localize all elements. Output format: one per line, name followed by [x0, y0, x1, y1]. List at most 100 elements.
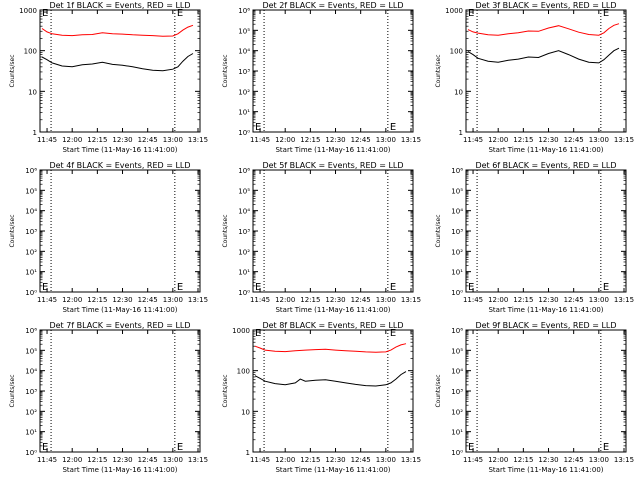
y-tick-label: 10⁴ — [451, 208, 463, 216]
x-tick-label: 12:00 — [488, 296, 508, 304]
plot-frame — [465, 169, 627, 293]
x-tick-label: 11:45 — [37, 136, 57, 144]
x-tick-label: 13:00 — [163, 136, 183, 144]
y-tick-label: 10⁶ — [25, 327, 37, 335]
y-tick-label: 10 — [28, 88, 37, 96]
x-tick-label: 13:00 — [376, 296, 396, 304]
x-tick-label: 12:15 — [513, 296, 533, 304]
panel-title: Det 6f BLACK = Events, RED = LLD — [475, 161, 616, 170]
y-tick-label: 10² — [451, 408, 463, 416]
y-tick-label: 10¹ — [25, 429, 37, 437]
y-tick-label: 1000 — [232, 327, 250, 335]
y-axis-label: Counts/sec — [9, 374, 16, 407]
x-tick-label: 12:45 — [564, 296, 584, 304]
y-tick-label: 10³ — [25, 228, 37, 236]
event-marker-label: E — [390, 122, 396, 133]
x-tick-label: 12:30 — [325, 296, 345, 304]
y-axis-label: Counts/sec — [9, 214, 16, 247]
plot-frame — [39, 9, 201, 133]
y-tick-label: 10³ — [451, 228, 463, 236]
x-tick-label: 12:00 — [275, 456, 295, 464]
y-tick-label: 1000 — [445, 7, 463, 15]
panel-title: Det 8f BLACK = Events, RED = LLD — [262, 321, 403, 330]
x-tick-label: 12:45 — [351, 456, 371, 464]
panel-title: Det 9f BLACK = Events, RED = LLD — [475, 321, 616, 330]
x-tick-label: 12:30 — [325, 456, 345, 464]
detector-panel-8: Det 8f BLACK = Events, RED = LLD Counts/s… — [222, 321, 421, 474]
y-tick-label: 10 — [241, 408, 250, 416]
x-tick-label: 12:30 — [538, 456, 558, 464]
event-marker-label: E — [603, 442, 609, 453]
plot-frame — [39, 169, 201, 293]
event-marker-label: E — [177, 442, 183, 453]
y-tick-label: 10⁶ — [451, 327, 463, 335]
y-tick-label: 10⁵ — [451, 347, 463, 355]
x-tick-label: 13:00 — [589, 136, 609, 144]
y-tick-label: 10² — [451, 248, 463, 256]
x-tick-label: 12:30 — [538, 296, 558, 304]
detector-panel-4: Det 4f BLACK = Events, RED = LLD Counts/s… — [9, 161, 208, 314]
event-marker-label: E — [390, 282, 396, 293]
x-tick-label: 12:30 — [112, 296, 132, 304]
y-axis-label: Counts/sec — [435, 214, 442, 247]
plot-frame — [465, 9, 627, 133]
x-tick-label: 13:15 — [614, 296, 634, 304]
plot-frame — [465, 329, 627, 453]
y-tick-label: 100 — [237, 368, 250, 376]
y-tick-label: 100 — [24, 48, 37, 56]
y-tick-label: 10¹ — [451, 429, 463, 437]
x-tick-label: 11:45 — [250, 136, 270, 144]
x-tick-label: 12:15 — [513, 136, 533, 144]
series-line-lld — [254, 343, 407, 353]
y-axis-label: Counts/sec — [9, 54, 16, 87]
y-tick-label: 10⁴ — [238, 48, 250, 56]
panel-title: Det 1f BLACK = Events, RED = LLD — [49, 1, 190, 10]
panel-title: Det 2f BLACK = Events, RED = LLD — [262, 1, 403, 10]
series-line-lld — [467, 23, 620, 36]
y-tick-label: 10⁴ — [238, 208, 250, 216]
detector-panel-7: Det 7f BLACK = Events, RED = LLD Counts/s… — [9, 321, 208, 474]
detector-panel-1: Det 1f BLACK = Events, RED = LLD Counts/s… — [9, 1, 208, 154]
y-tick-label: 10⁰ — [451, 289, 463, 297]
x-tick-label: 11:45 — [463, 136, 483, 144]
x-tick-label: 13:00 — [163, 296, 183, 304]
y-tick-label: 10² — [238, 248, 250, 256]
y-tick-label: 10² — [238, 88, 250, 96]
x-tick-label: 13:15 — [188, 456, 208, 464]
x-tick-label: 11:45 — [463, 296, 483, 304]
x-tick-label: 11:45 — [463, 456, 483, 464]
plot-frame — [252, 9, 414, 133]
y-tick-label: 10⁴ — [451, 368, 463, 376]
x-axis-label: Start Time (11-May-16 11:41:00) — [275, 466, 390, 474]
x-tick-label: 13:15 — [188, 136, 208, 144]
x-axis-label: Start Time (11-May-16 11:41:00) — [62, 146, 177, 154]
x-axis-label: Start Time (11-May-16 11:41:00) — [275, 306, 390, 314]
x-tick-label: 13:15 — [614, 456, 634, 464]
panel-title: Det 4f BLACK = Events, RED = LLD — [49, 161, 190, 170]
y-tick-label: 10⁶ — [451, 167, 463, 175]
x-tick-label: 13:00 — [589, 296, 609, 304]
event-marker-label: E — [390, 328, 396, 339]
x-tick-label: 13:15 — [188, 296, 208, 304]
x-tick-label: 12:00 — [62, 456, 82, 464]
y-tick-label: 10⁰ — [451, 449, 463, 457]
plot-frame — [39, 329, 201, 453]
event-marker-label: E — [255, 328, 261, 339]
y-axis-label: Counts/sec — [222, 374, 229, 407]
plot-frame — [252, 169, 414, 293]
y-axis-label: Counts/sec — [222, 214, 229, 247]
y-tick-label: 10⁵ — [25, 187, 37, 195]
event-marker-label: E — [42, 442, 48, 453]
event-marker-label: E — [177, 282, 183, 293]
y-tick-label: 10³ — [238, 228, 250, 236]
x-tick-label: 13:00 — [376, 136, 396, 144]
y-tick-label: 10⁵ — [451, 187, 463, 195]
detector-panel-9: Det 9f BLACK = Events, RED = LLD Counts/s… — [435, 321, 634, 474]
detector-panel-6: Det 6f BLACK = Events, RED = LLD Counts/s… — [435, 161, 634, 314]
x-tick-label: 11:45 — [37, 296, 57, 304]
panel-title: Det 3f BLACK = Events, RED = LLD — [475, 1, 616, 10]
y-tick-label: 10² — [25, 248, 37, 256]
x-tick-label: 12:15 — [87, 456, 107, 464]
x-axis-label: Start Time (11-May-16 11:41:00) — [488, 306, 603, 314]
